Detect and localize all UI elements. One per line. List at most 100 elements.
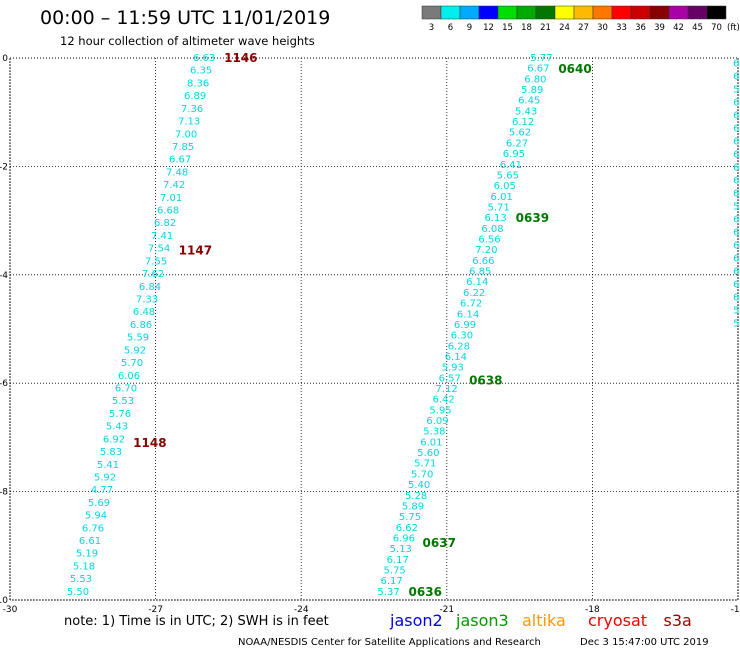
legend-swatch-label: 27 [578,23,589,33]
wave-height-value: 7.62 [142,269,164,280]
satellite-legend: jason2 jason3 altika cryosat s3a [389,611,692,630]
pass-time-label: 0636 [409,585,442,599]
wave-height-value: 6.08 [481,224,503,235]
wave-height-value: 5.89 [521,85,543,96]
wave-height-value: 5.76 [109,409,131,420]
map-frame [9,57,739,601]
legend-swatch [440,5,461,20]
legend-swatch-label: 15 [502,23,513,33]
legend-swatch-label: 24 [559,23,570,33]
wave-height-value: 6.45 [518,96,540,107]
wave-height-value: 5.38 [423,427,445,438]
legend-swatch-label: 39 [654,23,665,33]
track-jason3: 5.776.676.805.896.455.436.125.626.276.95… [377,53,591,599]
wave-height-value: 5.5 [733,202,740,213]
wave-height-value: 8.36 [187,78,209,89]
wave-height-value: 5.53 [112,396,134,407]
wave-height-value: 5.70 [411,469,433,480]
wave-height-value: 6.92 [103,434,125,445]
lat-tick-label: -8 [0,488,8,498]
wave-height-value: 6.34 [733,110,740,121]
wave-height-value: 6.05 [494,181,516,192]
legend-swatch [459,5,480,20]
wave-height-value: 6.67 [169,155,191,166]
wave-height-value: 5.83 [100,447,122,458]
wave-height-value: 6.82 [154,218,176,229]
wave-height-value: 5.19 [76,549,98,560]
wave-height-value: 5.50 [67,587,89,598]
wave-height-value: 6.48 [133,307,155,318]
wave-height-value: 7.13 [178,117,200,128]
wave-height-value: 7.55 [145,256,167,267]
track-cryosat: 6.63 6.358.36 6.89 7.36 7.137.00 7.85 6.677.48… [67,51,258,598]
lat-tick-label: 0 [2,54,8,64]
legend-swatch-label: 12 [483,23,494,33]
wave-height-value: 7.41 [151,231,173,242]
wave-height-value: 6.0 [733,241,740,252]
wave-height-value: 5.13 [390,544,412,555]
wave-height-value: 6.12 [512,117,534,128]
wave-height-value: 4.77 [91,485,113,496]
wave-height-value: 5.71 [488,202,510,213]
wave-height-value: 6.06 [118,371,140,382]
legend-swatch [668,5,689,20]
wave-height-value: 5.3 [733,319,740,330]
wave-height-value: 6.89 [184,91,206,102]
wave-height-value: 6.1 [733,280,740,291]
axis-labels: 0 -2 -4 -6 -8 -10-30 -27 -24 -21 -18 -15 [0,54,740,615]
wave-height-value: 6.33 [733,58,740,69]
wave-height-value: 5.94 [85,511,107,522]
legend-swatch-label: 42 [673,23,684,33]
legend-swatch [497,5,518,20]
lon-tick-label: -15 [731,605,740,615]
track-edge-track: 6.33 6.57 5.81 6.35 6.34 6.07 6.26 6.19 6.1 6.8 6.… [733,58,740,329]
wave-height-value: 6.42 [432,395,454,406]
satellite-tracks: 6.636.358.366.897.367.137.007.856.677.48… [67,51,740,599]
wave-height-value: 7.20 [475,245,497,256]
wave-height-value: 6.2 [733,228,740,239]
wave-height-value: 6.26 [733,136,740,147]
wave-height-value: 6.22 [463,288,485,299]
wave-height-value: 5.93 [442,363,464,374]
wave-height-value: 6.0 [733,189,740,200]
wave-height-value: 6.8 [733,175,740,186]
legend-swatch [611,5,632,20]
wave-height-value: 6.57 [733,71,740,82]
legend-swatch [554,5,575,20]
color-legend: 3 6 9 12 15 18 21 24 27 30 33 36 39 42 45 70 (ft) [421,5,740,33]
wave-height-value: 5.75 [384,566,406,577]
legend-swatch [478,5,499,20]
wave-height-value: 6.0 [733,267,740,278]
wave-height-value: 7.01 [160,193,182,204]
legend-swatch [573,5,594,20]
wave-height-value: 6.19 [733,149,740,160]
wave-height-value: 5.8 [733,306,740,317]
wave-height-value: 5.59 [127,333,149,344]
wave-height-value: 5.70 [121,358,143,369]
lon-tick-label: -21 [439,605,454,615]
wave-height-value: 6.57 [439,373,461,384]
pass-time-label: 1146 [224,51,257,65]
wave-height-value: 6.07 [733,123,740,134]
wave-height-value: 6.17 [387,555,409,566]
wave-height-value: 5.92 [94,472,116,483]
pass-time-label: 0637 [423,536,456,550]
legend-swatch [630,5,651,20]
wave-height-value: 7.48 [166,167,188,178]
wave-height-value: 6.61 [79,536,101,547]
legend-swatch [421,5,442,20]
map-subtitle: 12 hour collection of altimeter wave hei… [60,34,315,48]
legend-swatch-label: 18 [521,23,532,33]
wave-height-value: 6.17 [380,576,402,587]
satellite-name-jason3: jason3 [455,611,509,630]
wave-height-value: 5.95 [429,405,451,416]
lon-tick-label: -27 [148,605,163,615]
wave-height-value: 6.66 [472,256,494,267]
pass-time-label: 0638 [469,373,502,387]
wave-height-value: 5.41 [97,460,119,471]
map-title: 00:00 – 11:59 UTC 11/01/2019 [40,7,330,29]
wave-height-value: 6.01 [420,437,442,448]
satellite-name-s3a: s3a [664,611,692,630]
wave-height-value: 6.95 [503,149,525,160]
wave-height-value: 6.30 [451,331,473,342]
